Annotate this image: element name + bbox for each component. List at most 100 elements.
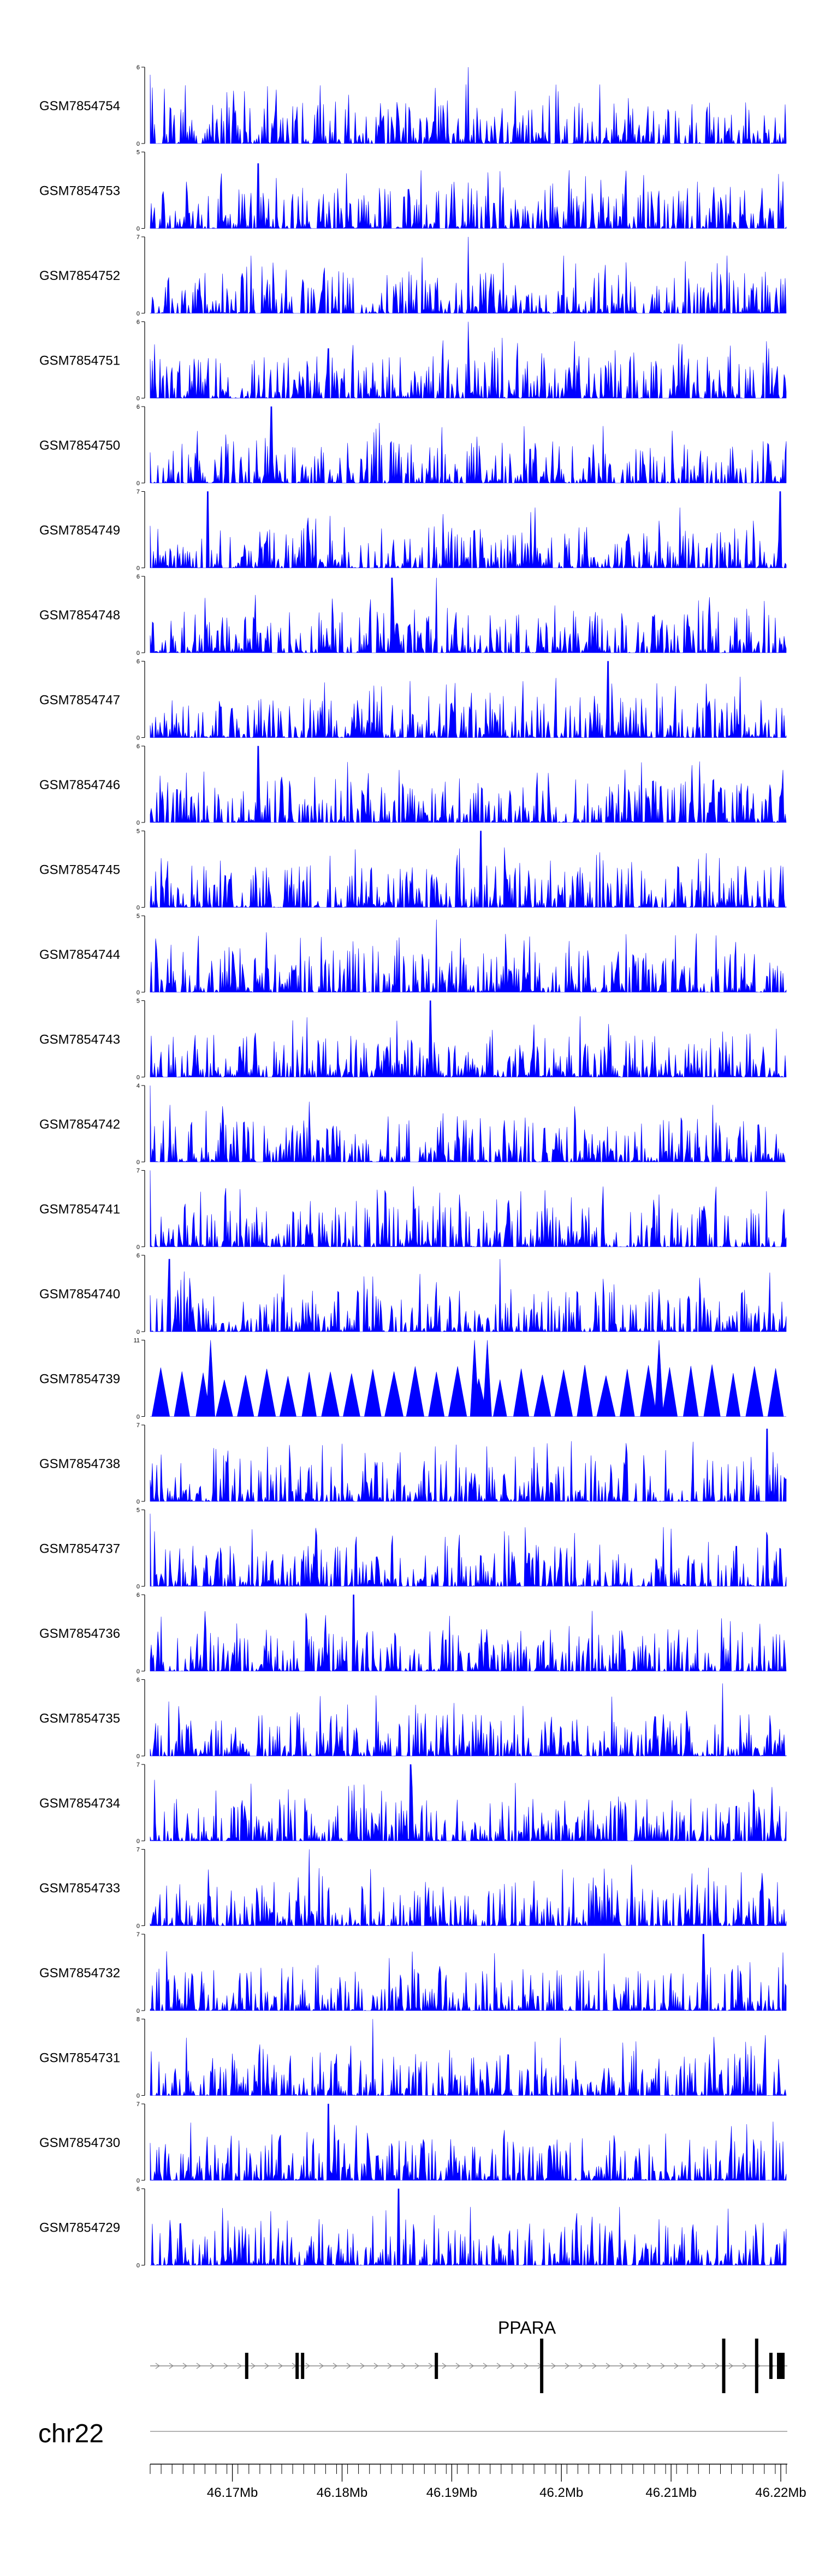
- coverage-area: [150, 1259, 787, 1333]
- strand-arrow: [442, 2363, 447, 2369]
- exon: [777, 2353, 785, 2379]
- y-axis-max-label: 7: [136, 1847, 140, 1853]
- coverage-area: [150, 406, 787, 484]
- y-axis-max-label: 6: [136, 743, 140, 750]
- coverage-track: GSM7854733 7 0: [39, 1847, 787, 1930]
- coverage-track: GSM7854738 7 0: [39, 1422, 787, 1505]
- strand-arrow: [496, 2363, 502, 2369]
- coverage-track: GSM7854744 5 0: [39, 913, 787, 996]
- y-axis-max-label: 6: [136, 404, 140, 410]
- coverage-area: [150, 321, 787, 399]
- strand-arrow: [264, 2363, 270, 2369]
- y-axis-min-label: 0: [136, 311, 140, 317]
- y-axis-min-label: 0: [136, 565, 140, 572]
- strand-arrow: [742, 2363, 747, 2369]
- y-axis-min-label: 0: [136, 820, 140, 826]
- genome-axis-tick-label: 46.21Mb: [645, 2485, 696, 2500]
- exon: [769, 2353, 773, 2379]
- strand-arrow: [196, 2363, 201, 2369]
- track-label: GSM7854740: [39, 1287, 120, 1302]
- strand-arrow: [592, 2363, 597, 2369]
- coverage-track: GSM7854748 6 0: [39, 574, 787, 657]
- exon: [435, 2353, 438, 2379]
- strand-arrow: [278, 2363, 283, 2369]
- track-label: GSM7854730: [39, 2136, 120, 2150]
- coverage-track: GSM7854737 5 0: [39, 1507, 787, 1590]
- track-label: GSM7854754: [39, 99, 120, 114]
- coverage-area: [150, 236, 787, 314]
- y-axis-max-label: 6: [136, 1677, 140, 1684]
- gene-track: PPARA: [150, 2318, 787, 2393]
- coverage-track: GSM7854736 6 0: [39, 1592, 787, 1675]
- strand-arrow: [510, 2363, 515, 2369]
- exon: [295, 2353, 299, 2379]
- y-axis-min-label: 0: [136, 226, 140, 232]
- coverage-area: [150, 1340, 786, 1417]
- coverage-area: [150, 1513, 787, 1587]
- coverage-track: GSM7854735 6 0: [39, 1677, 787, 1760]
- strand-arrow: [606, 2363, 611, 2369]
- coverage-track: GSM7854731 8 0: [39, 2017, 787, 2100]
- coverage-track: GSM7854745 5 0: [39, 828, 787, 911]
- y-axis-max-label: 5: [136, 150, 140, 156]
- coverage-area: [150, 1085, 786, 1163]
- y-axis-min-label: 0: [136, 1075, 140, 1081]
- strand-arrow: [469, 2363, 474, 2369]
- coverage-track: GSM7854729 6 0: [39, 2186, 787, 2269]
- y-axis-min-label: 0: [136, 1754, 140, 1760]
- strand-arrow: [414, 2363, 420, 2369]
- strand-arrow: [674, 2363, 679, 2369]
- track-label: GSM7854732: [39, 1966, 120, 1981]
- genome-axis-tick-label: 46.19Mb: [426, 2485, 477, 2500]
- coverage-area: [150, 746, 787, 824]
- strand-arrow: [551, 2363, 556, 2369]
- y-axis-max-label: 7: [136, 234, 140, 241]
- track-label: GSM7854743: [39, 1033, 120, 1047]
- track-label: GSM7854729: [39, 2221, 120, 2235]
- track-label: GSM7854744: [39, 947, 120, 962]
- exon: [722, 2339, 726, 2393]
- coverage-track: GSM7854739 11 0: [39, 1338, 786, 1421]
- y-axis-min-label: 0: [136, 735, 140, 742]
- strand-arrow: [237, 2363, 242, 2369]
- genome-axis-tick-label: 46.17Mb: [207, 2485, 258, 2500]
- y-axis-min-label: 0: [136, 2008, 140, 2014]
- strand-arrow: [455, 2363, 461, 2369]
- y-axis-min-label: 0: [136, 1244, 140, 1251]
- coverage-area: [150, 2103, 787, 2181]
- coverage-area: [150, 67, 787, 145]
- coverage-track: GSM7854740 6 0: [39, 1253, 787, 1335]
- strand-arrow: [483, 2363, 488, 2369]
- y-axis-max-label: 7: [136, 1762, 140, 1768]
- coverage-track: GSM7854732 7 0: [39, 1931, 787, 2014]
- strand-arrow: [728, 2363, 734, 2369]
- coverage-track: GSM7854750 6 0: [39, 404, 787, 487]
- gene-name-label: PPARA: [498, 2318, 556, 2338]
- track-label: GSM7854738: [39, 1457, 120, 1471]
- track-label: GSM7854749: [39, 523, 120, 538]
- y-axis-max-label: 7: [136, 1931, 140, 1938]
- coverage-area: [150, 2189, 787, 2266]
- coverage-area: [150, 661, 787, 738]
- genome-axis-tick-label: 46.18Mb: [317, 2485, 367, 2500]
- y-axis-min-label: 0: [136, 396, 140, 402]
- exon: [755, 2339, 758, 2393]
- coverage-area: [150, 163, 787, 229]
- genome-axis-tick-label: 46.2Mb: [539, 2485, 583, 2500]
- y-axis-min-label: 0: [136, 1499, 140, 1505]
- track-label: GSM7854736: [39, 1626, 120, 1641]
- exon: [540, 2339, 544, 2393]
- y-axis-max-label: 7: [136, 489, 140, 496]
- track-label: GSM7854733: [39, 1881, 120, 1896]
- coverage-track: GSM7854751 6 0: [39, 319, 787, 402]
- track-label: GSM7854745: [39, 863, 120, 878]
- y-axis-max-label: 5: [136, 828, 140, 835]
- y-axis-min-label: 0: [136, 1584, 140, 1590]
- y-axis-min-label: 0: [136, 2093, 140, 2100]
- coverage-track: GSM7854741 7 0: [39, 1168, 787, 1251]
- y-axis-min-label: 0: [136, 2263, 140, 2269]
- strand-arrow: [223, 2363, 229, 2369]
- y-axis-min-label: 0: [136, 1668, 140, 1675]
- coverage-area: [150, 577, 787, 654]
- strand-arrow: [401, 2363, 406, 2369]
